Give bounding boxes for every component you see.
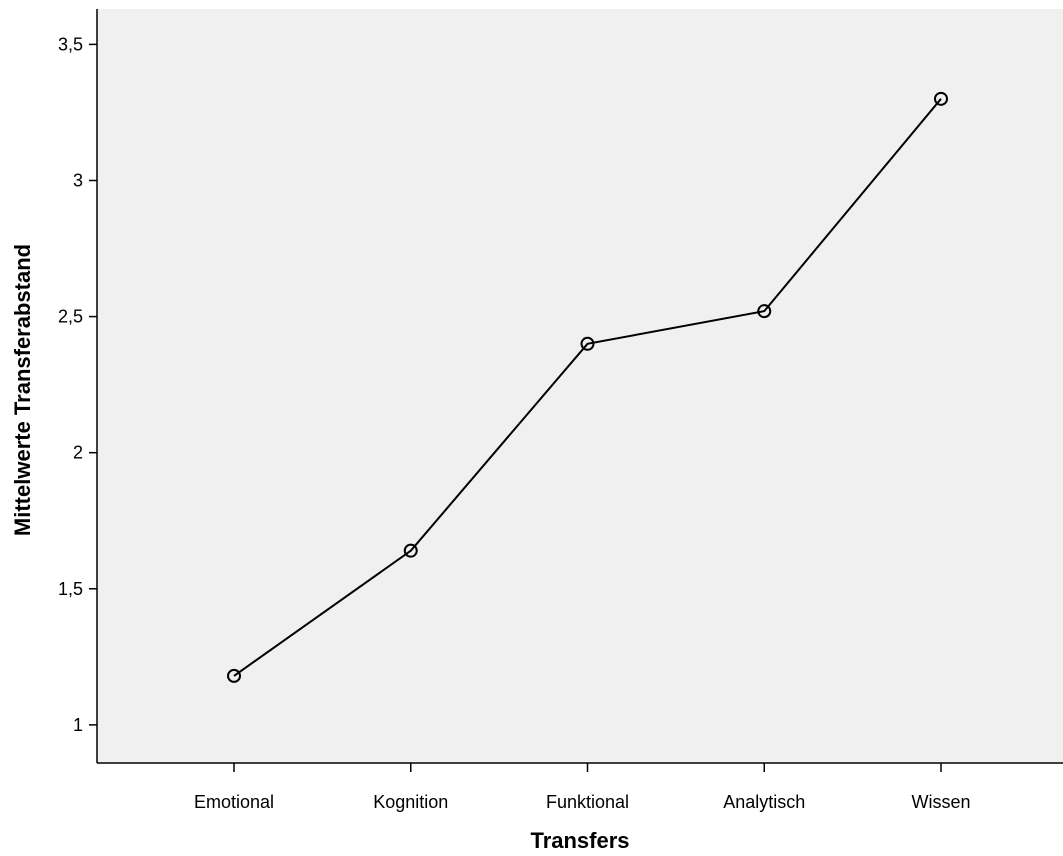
y-tick-label: 1,5 [58,579,83,599]
data-point [757,304,772,319]
y-tick-label: 1 [73,715,83,735]
x-axis: Emotional Kognition Funktional Analytisch Wi… [97,762,1063,812]
data-point [227,668,241,683]
x-tick-label: Emotional [194,792,274,812]
data-point [580,336,595,351]
x-tick-label: Wissen [911,792,970,812]
y-axis-title: Mittelwerte Transferabstand [10,244,35,536]
x-tick-label: Kognition [373,792,448,812]
series-line [233,98,942,677]
x-tick-label: Funktional [546,792,629,812]
data-point [934,91,948,106]
y-tick-label: 2,5 [58,307,83,327]
y-tick-label: 3 [73,170,83,190]
y-axis: 1 1,5 2 2,5 3 3,5 [58,9,98,763]
x-axis-title: Transfers [530,828,629,853]
y-tick-label: 2 [73,443,83,463]
x-tick-label: Analytisch [723,792,805,812]
data-point [403,543,418,558]
plot-area [97,9,1063,763]
series-layer [227,91,948,683]
y-tick-label: 3,5 [58,34,83,54]
